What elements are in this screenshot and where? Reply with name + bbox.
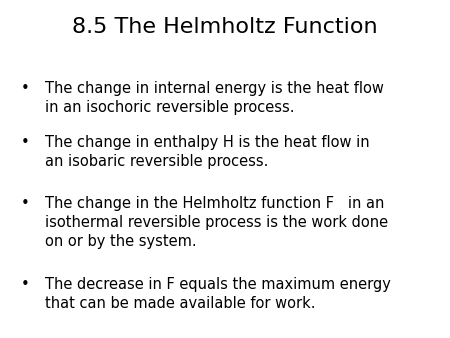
- Text: •: •: [20, 81, 29, 96]
- Text: The change in the Helmholtz function F   in an
isothermal reversible process is : The change in the Helmholtz function F i…: [45, 196, 388, 249]
- Text: The decrease in F equals the maximum energy
that can be made available for work.: The decrease in F equals the maximum ene…: [45, 277, 391, 311]
- Text: •: •: [20, 277, 29, 292]
- Text: •: •: [20, 196, 29, 211]
- Text: •: •: [20, 135, 29, 150]
- Text: 8.5 The Helmholtz Function: 8.5 The Helmholtz Function: [72, 17, 378, 37]
- Text: The change in enthalpy H is the heat flow in
an isobaric reversible process.: The change in enthalpy H is the heat flo…: [45, 135, 369, 169]
- Text: The change in internal energy is the heat flow
in an isochoric reversible proces: The change in internal energy is the hea…: [45, 81, 384, 115]
